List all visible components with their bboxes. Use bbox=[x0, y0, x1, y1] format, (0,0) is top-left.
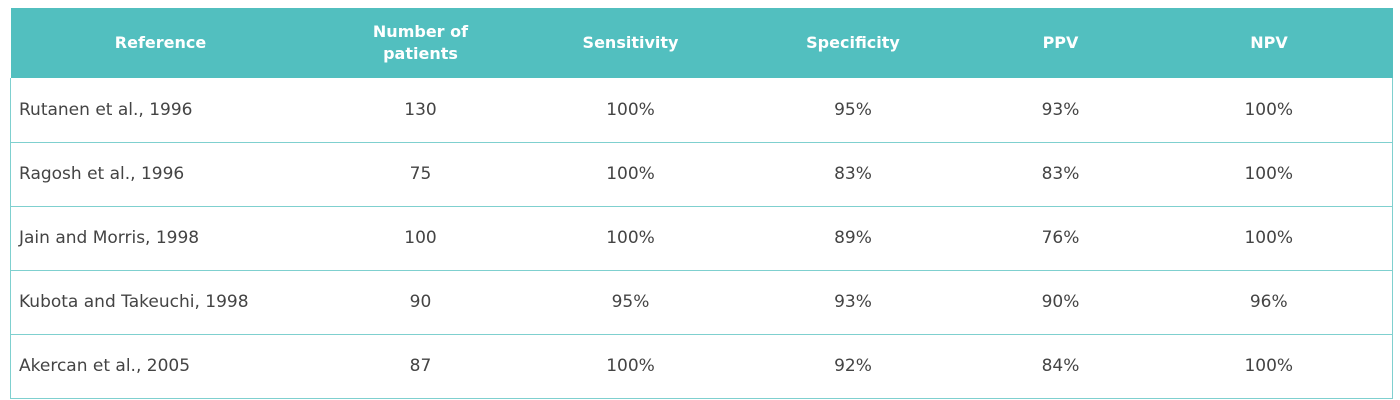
cell-npv: 96% bbox=[1145, 269, 1393, 334]
cell-patients: 90 bbox=[310, 269, 531, 334]
studies-table: Reference Number of patients Sensitivity… bbox=[10, 8, 1393, 399]
cell-npv: 100% bbox=[1145, 333, 1393, 399]
table-row: Akercan et al., 2005 87 100% 92% 84% 100… bbox=[10, 333, 1393, 399]
cell-specificity: 93% bbox=[730, 269, 976, 334]
cell-patients: 75 bbox=[310, 141, 531, 206]
cell-npv: 100% bbox=[1145, 205, 1393, 270]
cell-patients: 130 bbox=[404, 99, 437, 120]
cell-specificity: 89% bbox=[730, 205, 976, 270]
cell-ppv: 90% bbox=[975, 269, 1146, 334]
cell-ppv: 83% bbox=[975, 141, 1146, 206]
cell-npv: 100% bbox=[1145, 78, 1393, 142]
table-row: Rutanen et al., 1996 130 100% 95% 93% 10… bbox=[10, 78, 1393, 142]
cell-sensitivity: 100% bbox=[530, 205, 731, 270]
cell-sensitivity: 100% bbox=[530, 333, 731, 399]
cell-specificity: 83% bbox=[730, 141, 976, 206]
cell-reference: Rutanen et al., 1996 bbox=[10, 78, 311, 142]
cell-ppv: 84% bbox=[975, 333, 1146, 399]
header-ppv: PPV bbox=[1042, 33, 1079, 52]
cell-patients: 100 bbox=[310, 205, 531, 270]
cell-patients: 87 bbox=[310, 333, 531, 399]
cell-reference: Kubota and Takeuchi, 1998 bbox=[10, 269, 311, 334]
cell-reference: Akercan et al., 2005 bbox=[10, 333, 311, 399]
cell-reference: Jain and Morris, 1998 bbox=[10, 205, 311, 270]
header-sensitivity: Sensitivity bbox=[582, 33, 679, 52]
table-row: Kubota and Takeuchi, 1998 90 95% 93% 90%… bbox=[10, 269, 1393, 334]
cell-sensitivity: 100% bbox=[606, 99, 655, 120]
cell-sensitivity: 100% bbox=[530, 141, 731, 206]
header-npv: NPV bbox=[1250, 33, 1288, 52]
cell-specificity: 92% bbox=[730, 333, 976, 399]
studies-table-container: Reference Number of patients Sensitivity… bbox=[10, 8, 1393, 399]
table-row: Ragosh et al., 1996 75 100% 83% 83% 100% bbox=[10, 141, 1393, 206]
cell-npv: 100% bbox=[1145, 141, 1393, 206]
cell-reference: Ragosh et al., 1996 bbox=[10, 141, 311, 206]
cell-specificity: 95% bbox=[834, 99, 872, 120]
cell-ppv: 93% bbox=[1041, 99, 1080, 120]
table-row: Jain and Morris, 1998 100 100% 89% 76% 1… bbox=[10, 205, 1393, 270]
cell-sensitivity: 95% bbox=[530, 269, 731, 334]
table-header-row: Reference Number of patients Sensitivity… bbox=[10, 8, 1393, 78]
cell-ppv: 76% bbox=[975, 205, 1146, 270]
header-reference: Reference bbox=[114, 33, 207, 52]
header-number-of-patients: Number of patients bbox=[372, 22, 469, 63]
header-specificity: Specificity bbox=[806, 33, 900, 52]
